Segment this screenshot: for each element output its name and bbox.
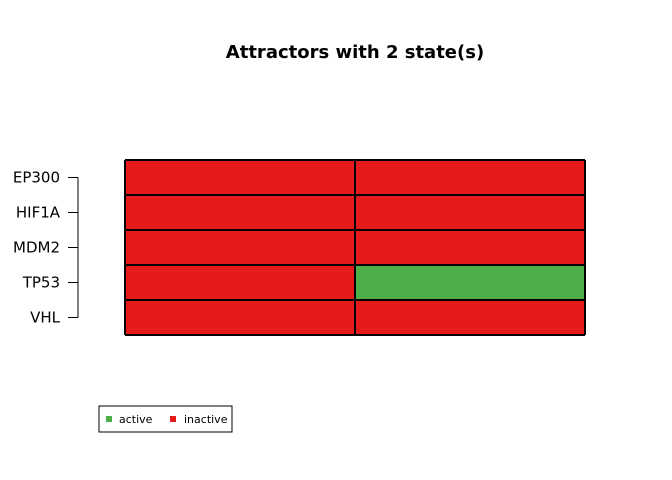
legend-box bbox=[98, 405, 233, 433]
cell-vhl-state-2 bbox=[355, 300, 585, 335]
legend: active inactive bbox=[98, 405, 233, 433]
heatmap-gridlines bbox=[124, 159, 586, 336]
heatmap-cells bbox=[125, 160, 585, 335]
cell-tp53-state-1 bbox=[125, 265, 355, 300]
row-label-tp53: TP53 bbox=[22, 274, 60, 292]
cell-ep300-state-2 bbox=[355, 160, 585, 195]
cell-hif1a-state-1 bbox=[125, 195, 355, 230]
chart-title: Attractors with 2 state(s) bbox=[226, 42, 484, 63]
legend-label-inactive: inactive bbox=[184, 413, 228, 426]
cell-mdm2-state-2 bbox=[355, 230, 585, 265]
row-label-vhl: VHL bbox=[30, 309, 61, 327]
row-label-mdm2: MDM2 bbox=[13, 239, 60, 257]
cell-tp53-state-2 bbox=[355, 265, 585, 300]
legend-swatch-active bbox=[106, 416, 112, 422]
row-labels: EP300 HIF1A MDM2 TP53 VHL bbox=[13, 169, 61, 327]
cell-mdm2-state-1 bbox=[125, 230, 355, 265]
legend-label-active: active bbox=[119, 413, 153, 426]
row-label-ep300: EP300 bbox=[13, 169, 60, 187]
cell-ep300-state-1 bbox=[125, 160, 355, 195]
row-bracket bbox=[68, 177, 79, 318]
legend-swatch-inactive bbox=[170, 416, 176, 422]
cell-hif1a-state-2 bbox=[355, 195, 585, 230]
row-label-hif1a: HIF1A bbox=[16, 204, 61, 222]
cell-vhl-state-1 bbox=[125, 300, 355, 335]
